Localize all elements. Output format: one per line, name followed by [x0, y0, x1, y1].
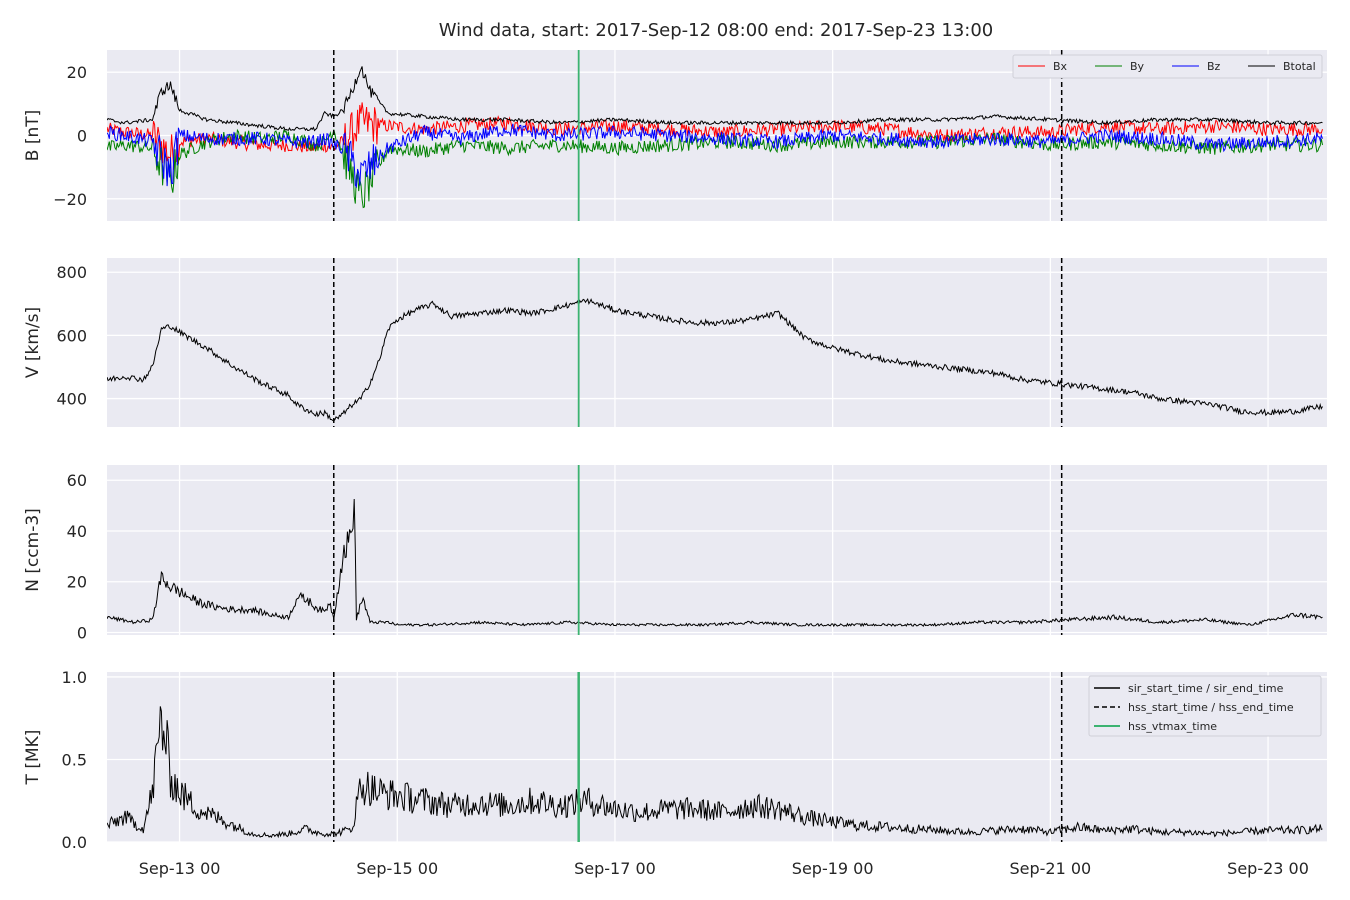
event-legend: sir_start_time / sir_end_time hss_start_t… [1088, 675, 1322, 737]
y-axis-label: N [ccm-3] [23, 508, 43, 592]
series-line-btotal [107, 66, 1323, 132]
legend-label: hss_start_time / hss_end_time [1128, 701, 1294, 714]
y-axis-label: T [MK] [23, 730, 43, 786]
panel-2: 400 600 800 V [km/s] [23, 258, 1327, 427]
y-tick-label: 20 [67, 63, 87, 82]
legend-label: hss_vtmax_time [1128, 720, 1217, 733]
legend-label: sir_start_time / sir_end_time [1128, 682, 1284, 695]
y-axis-label: B [nT] [23, 110, 43, 162]
legend-label: Btotal [1283, 60, 1316, 73]
legend-label: Bz [1207, 60, 1221, 73]
y-tick-label: 800 [56, 263, 87, 282]
y-tick-label: 1.0 [62, 668, 87, 687]
series-line-n [107, 498, 1323, 628]
x-tick-label: Sep-23 00 [1227, 859, 1309, 878]
series-line-bz [107, 123, 1323, 189]
x-tick-label: Sep-15 00 [356, 859, 438, 878]
panel-background [107, 465, 1327, 635]
figure-title: Wind data, start: 2017-Sep-12 08:00 end:… [439, 20, 994, 41]
series-line-bx [107, 102, 1323, 170]
series-line-v [107, 297, 1323, 422]
y-tick-label: 0.0 [62, 833, 87, 852]
y-tick-label: 20 [67, 573, 87, 592]
y-tick-label: 0.5 [62, 750, 87, 769]
x-tick-label: Sep-19 00 [792, 859, 874, 878]
legend-label: By [1130, 60, 1145, 73]
x-tick-label: Sep-13 00 [139, 859, 221, 878]
y-tick-label: −20 [53, 190, 87, 209]
y-axis-label: V [km/s] [23, 307, 43, 378]
panel-3: 0 20 40 60 N [ccm-3] [23, 465, 1327, 642]
y-tick-label: 0 [77, 623, 87, 642]
panel-background [107, 258, 1327, 427]
legend-label: Bx [1053, 60, 1068, 73]
x-tick-label: Sep-17 00 [574, 859, 656, 878]
series-line-t [107, 706, 1323, 839]
y-tick-label: 600 [56, 326, 87, 345]
b-legend: Bx By Bz Btotal [1012, 54, 1323, 79]
x-tick-label: Sep-21 00 [1009, 859, 1091, 878]
y-tick-label: 400 [56, 390, 87, 409]
y-tick-label: 40 [67, 522, 87, 541]
y-tick-label: 0 [77, 127, 87, 146]
series-line-by [107, 128, 1323, 209]
y-tick-label: 60 [67, 471, 87, 490]
